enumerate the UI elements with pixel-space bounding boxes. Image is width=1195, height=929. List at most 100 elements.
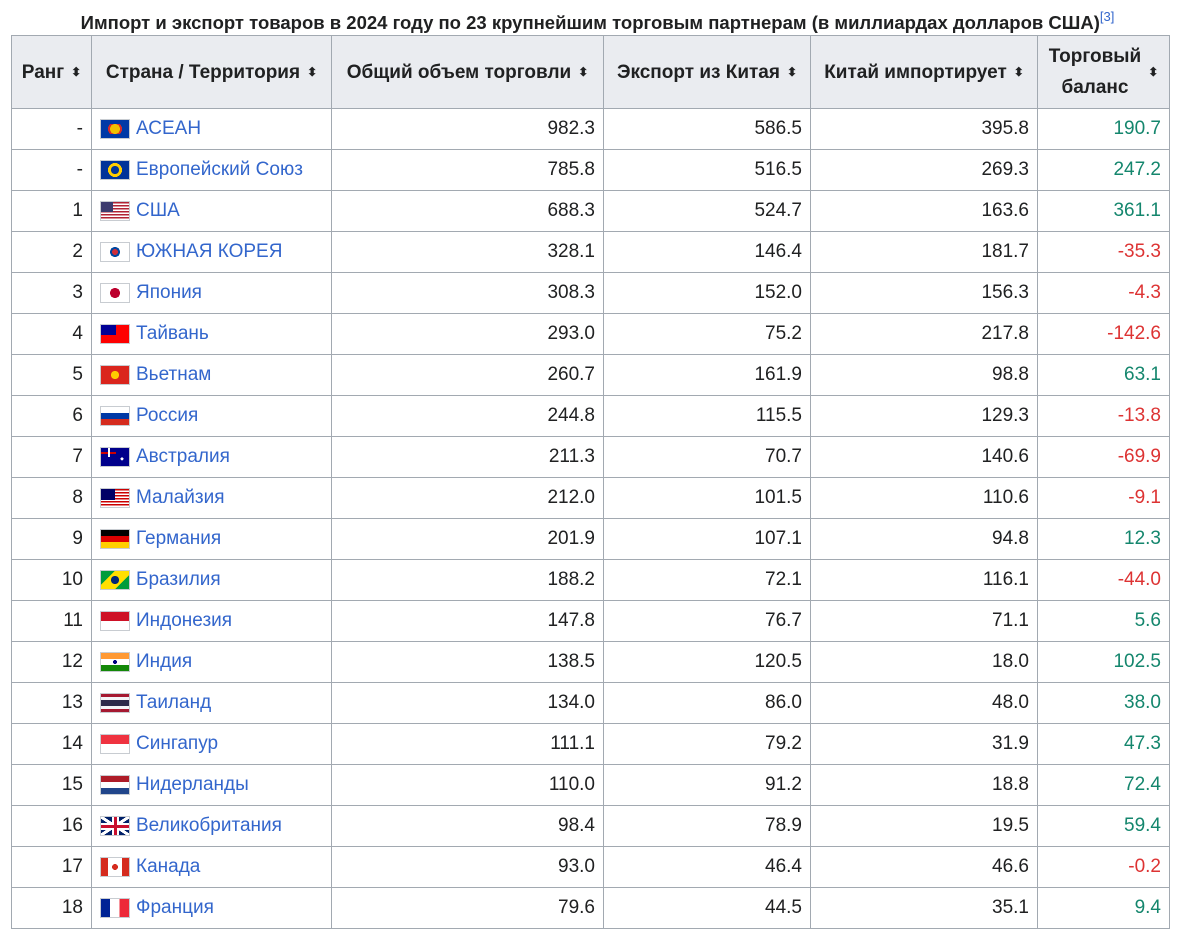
country-link[interactable]: Япония	[136, 282, 202, 303]
trade-balance-cell: -9.1	[1037, 477, 1170, 519]
france-flag-icon	[100, 898, 130, 918]
table-row: 12 Индия 138.5 120.5 18.0 102.5	[11, 641, 1170, 683]
sort-icon[interactable]: ⬍	[71, 65, 82, 79]
sort-icon[interactable]: ⬍	[1148, 65, 1159, 79]
export-cell: 120.5	[603, 641, 811, 683]
sort-icon[interactable]: ⬍	[307, 65, 318, 79]
country-link[interactable]: Европейский Союз	[136, 159, 303, 180]
table-row: 3 Япония 308.3 152.0 156.3 -4.3	[11, 272, 1170, 314]
export-cell: 91.2	[603, 764, 811, 806]
country-link[interactable]: Бразилия	[136, 569, 221, 590]
total-trade-cell: 308.3	[331, 272, 604, 314]
export-cell: 78.9	[603, 805, 811, 847]
trade-balance-cell: 9.4	[1037, 887, 1170, 929]
import-cell: 35.1	[810, 887, 1038, 929]
korea-flag-icon	[100, 242, 130, 262]
table-row: - АСЕАН 982.3 586.5 395.8 190.7	[11, 108, 1170, 150]
caption-text: Импорт и экспорт товаров в 2024 году по …	[80, 12, 1100, 33]
import-cell: 94.8	[810, 518, 1038, 560]
table-row: 5 Вьетнам 260.7 161.9 98.8 63.1	[11, 354, 1170, 396]
country-link[interactable]: Канада	[136, 856, 201, 877]
country-link[interactable]: Франция	[136, 897, 214, 918]
country-cell: Бразилия	[91, 559, 332, 601]
total-trade-cell: 260.7	[331, 354, 604, 396]
rank-cell: 15	[11, 764, 92, 806]
sort-icon[interactable]: ⬍	[1013, 65, 1024, 79]
country-link[interactable]: Германия	[136, 528, 222, 549]
import-cell: 110.6	[810, 477, 1038, 519]
column-header-import[interactable]: Китай импортирует ⬍	[810, 35, 1038, 109]
import-cell: 116.1	[810, 559, 1038, 601]
country-cell: Европейский Союз	[91, 149, 332, 191]
trade-balance-cell: 190.7	[1037, 108, 1170, 150]
trade-balance-cell: 38.0	[1037, 682, 1170, 724]
import-cell: 269.3	[810, 149, 1038, 191]
rank-cell: 18	[11, 887, 92, 929]
country-link[interactable]: АСЕАН	[136, 118, 202, 139]
rank-cell: 4	[11, 313, 92, 355]
country-link[interactable]: Нидерланды	[136, 774, 249, 795]
country-link[interactable]: Сингапур	[136, 733, 219, 754]
asean-flag-icon	[100, 119, 130, 139]
trade-balance-cell: 12.3	[1037, 518, 1170, 560]
import-cell: 19.5	[810, 805, 1038, 847]
import-cell: 181.7	[810, 231, 1038, 273]
rank-cell: 10	[11, 559, 92, 601]
import-cell: 46.6	[810, 846, 1038, 888]
country-link[interactable]: Австралия	[136, 446, 230, 467]
table-row: 16 Великобритания 98.4 78.9 19.5 59.4	[11, 805, 1170, 847]
country-link[interactable]: Малайзия	[136, 487, 225, 508]
rank-cell: 17	[11, 846, 92, 888]
column-header-rank[interactable]: Ранг ⬍	[11, 35, 92, 109]
import-cell: 395.8	[810, 108, 1038, 150]
column-header-total[interactable]: Общий объем торговли ⬍	[331, 35, 604, 109]
table-row: 13 Таиланд 134.0 86.0 48.0 38.0	[11, 682, 1170, 724]
export-cell: 146.4	[603, 231, 811, 273]
total-trade-cell: 293.0	[331, 313, 604, 355]
export-cell: 86.0	[603, 682, 811, 724]
country-cell: ЮЖНАЯ КОРЕЯ	[91, 231, 332, 273]
uk-flag-icon	[100, 816, 130, 836]
export-cell: 115.5	[603, 395, 811, 437]
country-link[interactable]: ЮЖНАЯ КОРЕЯ	[136, 241, 283, 262]
rank-cell: 14	[11, 723, 92, 765]
column-header-country[interactable]: Страна / Территория ⬍	[91, 35, 332, 109]
import-cell: 48.0	[810, 682, 1038, 724]
table-row: 1 США 688.3 524.7 163.6 361.1	[11, 190, 1170, 232]
column-header-balance[interactable]: Торговый баланс ⬍	[1037, 35, 1170, 109]
import-cell: 98.8	[810, 354, 1038, 396]
country-link[interactable]: Индонезия	[136, 610, 233, 631]
country-link[interactable]: Индия	[136, 651, 193, 672]
table-row: 2 ЮЖНАЯ КОРЕЯ 328.1 146.4 181.7 -35.3	[11, 231, 1170, 273]
export-cell: 516.5	[603, 149, 811, 191]
trade-balance-cell: -4.3	[1037, 272, 1170, 314]
sort-icon[interactable]: ⬍	[786, 65, 798, 79]
total-trade-cell: 134.0	[331, 682, 604, 724]
column-header-export[interactable]: Экспорт из Китая ⬍	[603, 35, 811, 109]
country-link[interactable]: Тайвань	[136, 323, 209, 344]
trade-balance-cell: 247.2	[1037, 149, 1170, 191]
country-link[interactable]: Таиланд	[136, 692, 212, 713]
country-cell: Таиланд	[91, 682, 332, 724]
export-cell: 107.1	[603, 518, 811, 560]
indonesia-flag-icon	[100, 611, 130, 631]
trade-balance-cell: -0.2	[1037, 846, 1170, 888]
vietnam-flag-icon	[100, 365, 130, 385]
table-row: 11 Индонезия 147.8 76.7 71.1 5.6	[11, 600, 1170, 642]
sort-icon[interactable]: ⬍	[578, 65, 589, 79]
country-link[interactable]: Вьетнам	[136, 364, 212, 385]
export-cell: 46.4	[603, 846, 811, 888]
trade-balance-cell: -44.0	[1037, 559, 1170, 601]
caption-reference-link[interactable]: [3]	[1099, 9, 1115, 24]
table-header-row: Ранг ⬍ Страна / Территория ⬍ Общий объем т…	[11, 35, 1170, 109]
import-cell: 18.0	[810, 641, 1038, 683]
trade-balance-cell: 5.6	[1037, 600, 1170, 642]
country-link[interactable]: Великобритания	[136, 815, 282, 836]
country-link[interactable]: США	[136, 200, 180, 221]
country-cell: Малайзия	[91, 477, 332, 519]
table-row: 9 Германия 201.9 107.1 94.8 12.3	[11, 518, 1170, 560]
column-header-total-label: Общий объем торговли	[346, 61, 572, 83]
rank-cell: 16	[11, 805, 92, 847]
country-link[interactable]: Россия	[136, 405, 199, 426]
rank-cell: 11	[11, 600, 92, 642]
